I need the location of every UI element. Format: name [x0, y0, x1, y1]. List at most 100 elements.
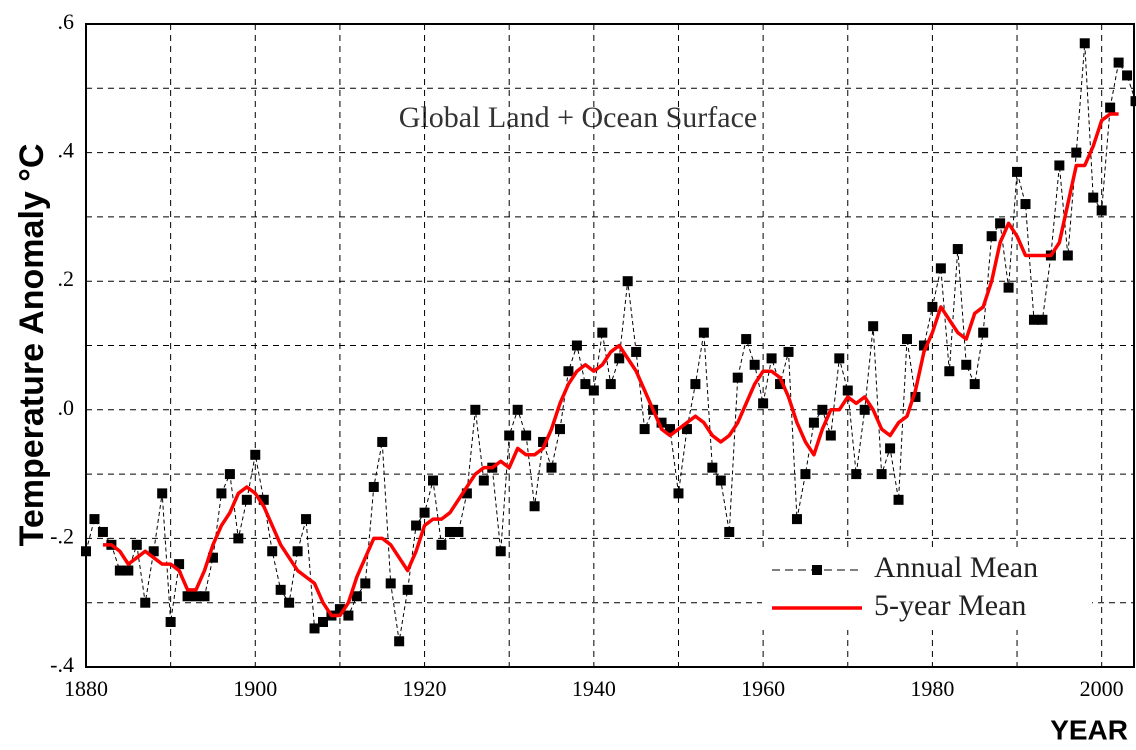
data-point [902, 334, 913, 345]
data-point [1113, 57, 1124, 68]
data-point [334, 604, 345, 615]
data-point [758, 398, 769, 409]
data-point [1088, 192, 1099, 203]
x-tick-label: 1880 [64, 676, 108, 701]
data-point [1071, 147, 1082, 158]
x-tick-label: 1940 [572, 676, 616, 701]
data-point [495, 546, 506, 557]
data-point [614, 353, 625, 364]
data-point [1028, 314, 1039, 325]
data-point [301, 514, 312, 525]
data-point [986, 231, 997, 242]
data-point [656, 417, 667, 428]
y-tick-label: .6 [58, 9, 75, 34]
data-point [554, 424, 565, 435]
data-point [165, 616, 176, 627]
data-point [893, 494, 904, 505]
data-point [741, 334, 752, 345]
x-tick-label: 1980 [910, 676, 954, 701]
data-point [81, 546, 91, 557]
data-point [1054, 160, 1065, 171]
data-point [411, 520, 422, 531]
data-point [199, 591, 210, 602]
data-point [419, 507, 430, 518]
data-point [351, 591, 362, 602]
data-point [546, 462, 557, 473]
data-point [995, 218, 1006, 229]
data-point [766, 353, 777, 364]
data-point [512, 404, 523, 415]
data-point [385, 578, 396, 589]
data-point [665, 424, 676, 435]
data-point [732, 372, 743, 383]
series-line [102, 112, 1119, 618]
data-point [715, 475, 726, 486]
x-tick-label: 1920 [403, 676, 447, 701]
data-point [461, 488, 472, 499]
data-point [825, 430, 836, 441]
data-point [1062, 250, 1073, 261]
data-point [622, 276, 633, 287]
data-point [478, 475, 489, 486]
data-point [402, 584, 413, 595]
data-point [233, 533, 244, 544]
data-point [631, 346, 642, 357]
data-point [470, 404, 481, 415]
data-point [791, 514, 802, 525]
data-point [436, 539, 447, 550]
data-point [1003, 282, 1014, 293]
data-point [775, 379, 786, 390]
data-point [216, 488, 227, 499]
data-point [834, 353, 845, 364]
data-point [292, 546, 303, 557]
y-tick-label: -.4 [50, 652, 74, 677]
data-point [961, 359, 972, 370]
data-point [876, 469, 887, 480]
y-tick-label: .0 [58, 395, 75, 420]
data-point [191, 591, 202, 602]
data-point [1012, 166, 1023, 177]
data-point [698, 327, 709, 338]
x-tick-label: 1960 [741, 676, 785, 701]
legend-label: Annual Mean [874, 551, 1038, 584]
data-point [885, 443, 896, 454]
data-point [224, 469, 235, 480]
data-point [309, 623, 320, 634]
data-point [673, 488, 684, 499]
data-point [597, 327, 608, 338]
data-point [453, 526, 464, 537]
data-point [148, 546, 159, 557]
data-point [1130, 96, 1136, 107]
data-point [157, 488, 168, 499]
data-point [690, 379, 701, 390]
data-point [783, 346, 794, 357]
data-point [182, 591, 193, 602]
data-point [444, 526, 455, 537]
data-point [343, 610, 354, 621]
data-point [394, 636, 405, 647]
data-point [1096, 205, 1107, 216]
data-point [1105, 102, 1116, 113]
series [102, 112, 1119, 618]
data-point [910, 391, 921, 402]
data-point [207, 552, 218, 563]
annotation: Global Land + Ocean Surface [399, 101, 757, 134]
data-point [851, 469, 862, 480]
data-point [724, 526, 735, 537]
data-point [140, 597, 151, 608]
data-point [368, 481, 379, 492]
data-point [250, 449, 261, 460]
data-point [1020, 199, 1031, 210]
y-axis-label: Temperature Anomaly °C [13, 144, 51, 547]
data-point [707, 462, 718, 473]
data-point [969, 379, 980, 390]
data-point [580, 379, 591, 390]
data-point [918, 340, 929, 351]
data-point [241, 494, 252, 505]
data-point [114, 565, 125, 576]
y-tick-label: -.2 [50, 523, 74, 548]
data-point [800, 469, 811, 480]
data-point [935, 263, 946, 274]
data-point [97, 526, 108, 537]
